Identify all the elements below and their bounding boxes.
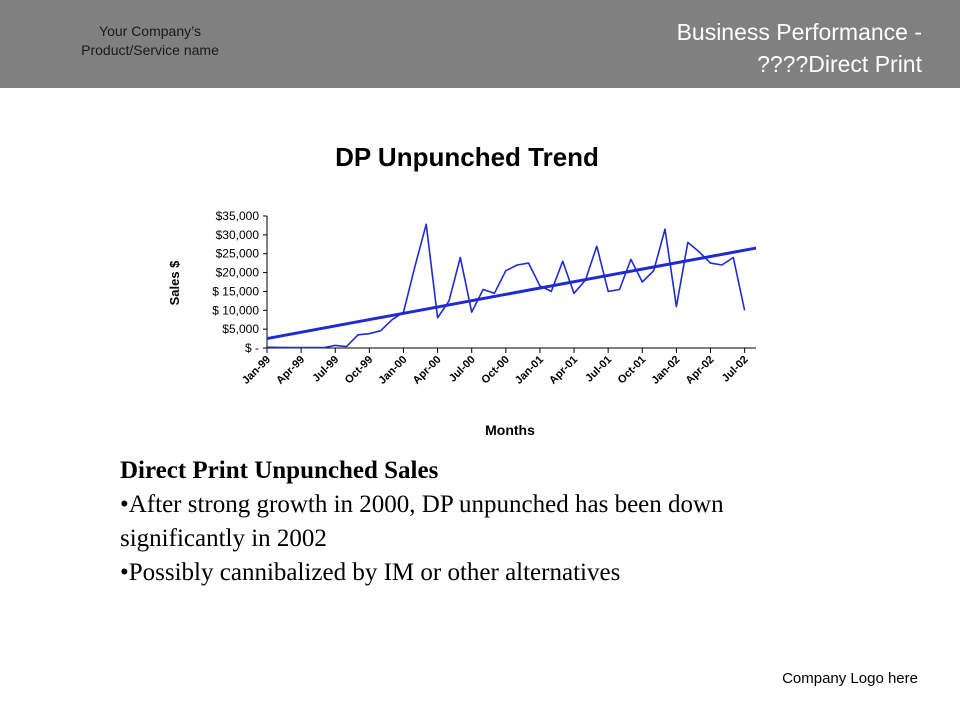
bullet-1-line-2: significantly in 2002 xyxy=(120,525,327,552)
bullet-1-line-1: •After strong growth in 2000, DP unpunch… xyxy=(120,491,724,518)
body-heading: Direct Print Unpunched Sales xyxy=(120,457,439,484)
x-tick-label: Jan-02 xyxy=(649,354,682,387)
trend-line xyxy=(266,246,757,341)
y-axis-label: Sales $ xyxy=(167,260,182,306)
company-logo-placeholder: Company Logo here xyxy=(782,670,918,687)
sales-series-line xyxy=(266,223,746,349)
x-tick-label: Apr-01 xyxy=(547,354,580,387)
line-chart: DP Unpunched Trend Sales $ Months $ - $5,… xyxy=(167,142,757,438)
slide-title: Business Performance - ????Direct Print xyxy=(502,16,922,80)
x-tick-label: Jul-99 xyxy=(310,354,341,385)
y-tick-label: $25,000 xyxy=(216,247,260,261)
header-bar xyxy=(0,0,960,88)
y-tick-label: $ 15,000 xyxy=(212,284,259,298)
chart-axes xyxy=(266,216,756,349)
body-text: Direct Print Unpunched Sales •After stro… xyxy=(120,454,910,590)
y-tick-label: $ 10,000 xyxy=(212,303,259,317)
company-line-2: Product/Service name xyxy=(81,42,219,58)
y-tick-label: $ - xyxy=(245,341,259,355)
y-tick-label: $35,000 xyxy=(216,209,260,223)
x-axis-label: Months xyxy=(485,422,535,438)
company-product-name: Your Company’s Product/Service name xyxy=(40,22,260,60)
x-tick-label: Oct-99 xyxy=(343,354,376,387)
x-tick-label: Apr-00 xyxy=(411,354,444,387)
x-tick-label: Jul-00 xyxy=(447,354,478,385)
bullet-2: •Possibly cannibalized by IM or other al… xyxy=(120,559,621,586)
x-tick-label: Oct-01 xyxy=(616,354,649,387)
x-tick-label: Jul-02 xyxy=(720,354,751,385)
chart-container: DP Unpunched Trend Sales $ Months $ - $5,… xyxy=(150,128,780,448)
y-tick-label: $20,000 xyxy=(216,266,260,280)
chart-series xyxy=(266,223,757,349)
company-line-1: Your Company’s xyxy=(99,23,201,39)
y-tick-label: $30,000 xyxy=(216,228,260,242)
y-ticks: $ - $5,000 $ 10,000 $ 15,000 $20,000 $25,000 $… xyxy=(212,209,267,355)
slide-title-line-2: ????Direct Print xyxy=(757,51,922,77)
x-ticks: Jan-99 Apr-99 Jul-99 Oct-99 Jan-00 Apr-00 Jul-… xyxy=(240,348,751,387)
x-tick-label: Jan-01 xyxy=(513,354,546,387)
x-tick-label: Jul-01 xyxy=(583,354,614,385)
x-tick-label: Jan-99 xyxy=(240,354,273,387)
chart-title: DP Unpunched Trend xyxy=(335,142,599,172)
x-tick-label: Oct-00 xyxy=(479,354,512,387)
y-tick-label: $5,000 xyxy=(222,322,259,336)
x-tick-label: Apr-02 xyxy=(684,354,717,387)
slide-title-line-1: Business Performance - xyxy=(676,19,922,45)
x-tick-label: Jan-00 xyxy=(376,354,409,387)
x-tick-label: Apr-99 xyxy=(274,354,307,387)
